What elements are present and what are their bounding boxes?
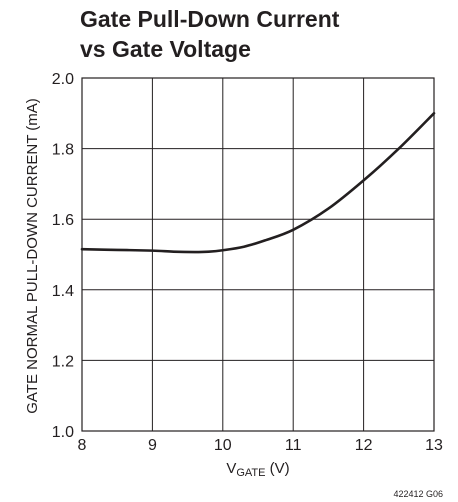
x-tick-label: 11 (285, 437, 302, 454)
tick-labels: 8 9 10 11 12 13 1.0 1.2 1.4 1.6 1.8 2.0 (52, 71, 443, 454)
grid (81, 77, 435, 432)
y-tick-label: 1.6 (52, 212, 74, 229)
x-axis-label-unit: (V) (265, 460, 289, 477)
chart-title-line-1: Gate Pull-Down Current (80, 6, 340, 32)
x-axis-label: VGATE (V) (226, 460, 289, 479)
y-axis-label: GATE NORMAL PULL-DOWN CURRENT (mA) (24, 98, 41, 414)
x-tick-label: 13 (425, 437, 443, 454)
x-tick-label: 9 (148, 437, 157, 454)
y-tick-label: 2.0 (52, 71, 74, 88)
y-tick-label: 1.0 (52, 424, 74, 441)
plot-frame (81, 77, 435, 432)
chart-title-line-2: vs Gate Voltage (80, 36, 251, 62)
figure-id: 422412 G06 (393, 489, 443, 499)
x-axis-label-subscript: GATE (236, 467, 265, 479)
x-axis-label-main: V (226, 460, 236, 477)
series (80, 112, 436, 254)
y-tick-label: 1.4 (52, 283, 74, 300)
x-tick-label: 8 (78, 437, 87, 454)
x-tick-label: 10 (214, 437, 232, 454)
y-tick-label: 1.2 (52, 353, 74, 370)
x-tick-label: 12 (355, 437, 373, 454)
series-line (80, 112, 436, 254)
y-tick-label: 1.8 (52, 142, 74, 159)
